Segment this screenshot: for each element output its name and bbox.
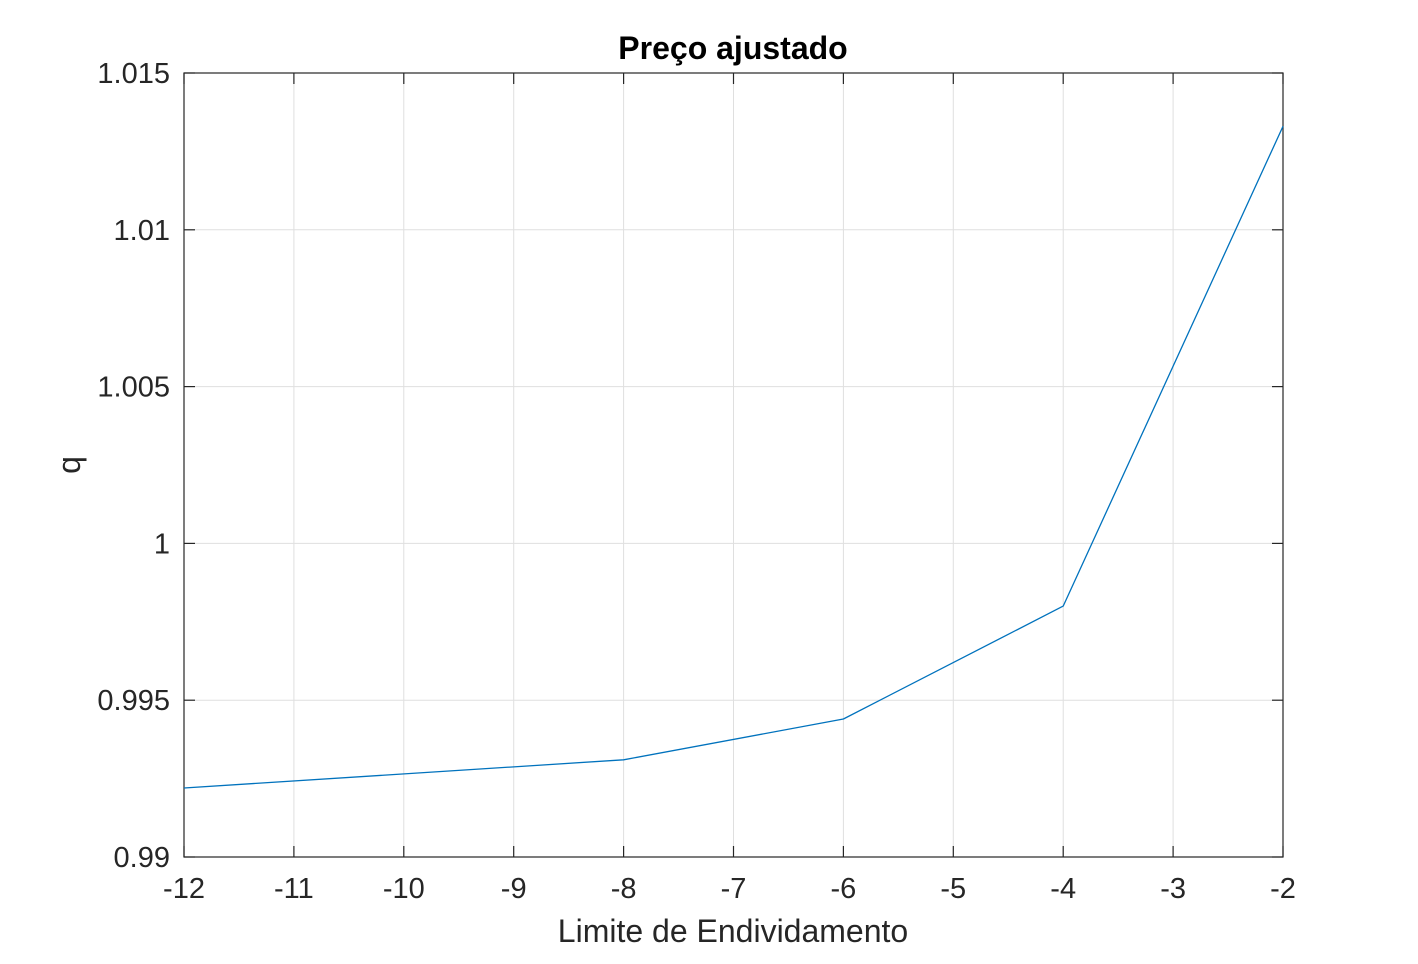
series-line xyxy=(183,126,1284,789)
x-tick-label: -2 xyxy=(1270,873,1296,905)
y-tick-label: 1.015 xyxy=(97,58,170,90)
x-tick-label: -9 xyxy=(501,873,527,905)
series-layer xyxy=(183,126,1284,789)
y-tick-label: 0.99 xyxy=(114,842,170,874)
x-tick-label: -12 xyxy=(163,873,205,905)
chart-title: Preço ajustado xyxy=(618,30,847,66)
tick-marks xyxy=(183,72,1284,858)
y-tick-label: 1.005 xyxy=(97,372,170,404)
x-tick-label: -8 xyxy=(611,873,637,905)
y-tick-labels: 0.99 0.995 1 1.005 1.01 1.015 xyxy=(97,58,170,874)
x-tick-label: -7 xyxy=(721,873,747,905)
y-axis-label: q xyxy=(51,456,87,474)
y-tick-label: 1 xyxy=(154,528,170,560)
x-tick-label: -3 xyxy=(1160,873,1186,905)
x-tick-label: -6 xyxy=(831,873,857,905)
x-tick-label: -11 xyxy=(274,873,314,905)
y-tick-label: 0.995 xyxy=(97,685,170,717)
x-tick-label: -10 xyxy=(383,873,425,905)
x-tick-label: -4 xyxy=(1050,873,1076,905)
x-axis-label: Limite de Endividamento xyxy=(558,913,908,949)
x-tick-labels: -12 -11 -10 -9 -8 -7 -6 -5 -4 -3 -2 xyxy=(163,873,1296,905)
x-tick-label: -5 xyxy=(940,873,966,905)
y-tick-label: 1.01 xyxy=(114,215,170,247)
